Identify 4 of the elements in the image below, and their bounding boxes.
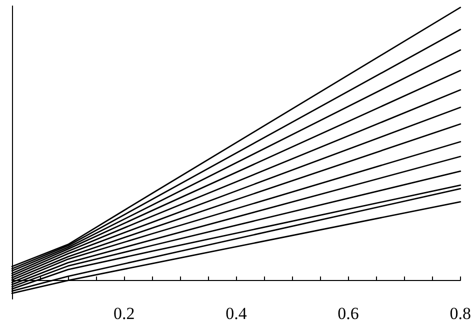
x-tick-label: 0.6 bbox=[338, 304, 359, 323]
x-tick-label: 0.2 bbox=[113, 304, 135, 323]
x-tick-label: 0.4 bbox=[226, 304, 248, 323]
x-tick-label: 0.8 bbox=[450, 304, 471, 323]
